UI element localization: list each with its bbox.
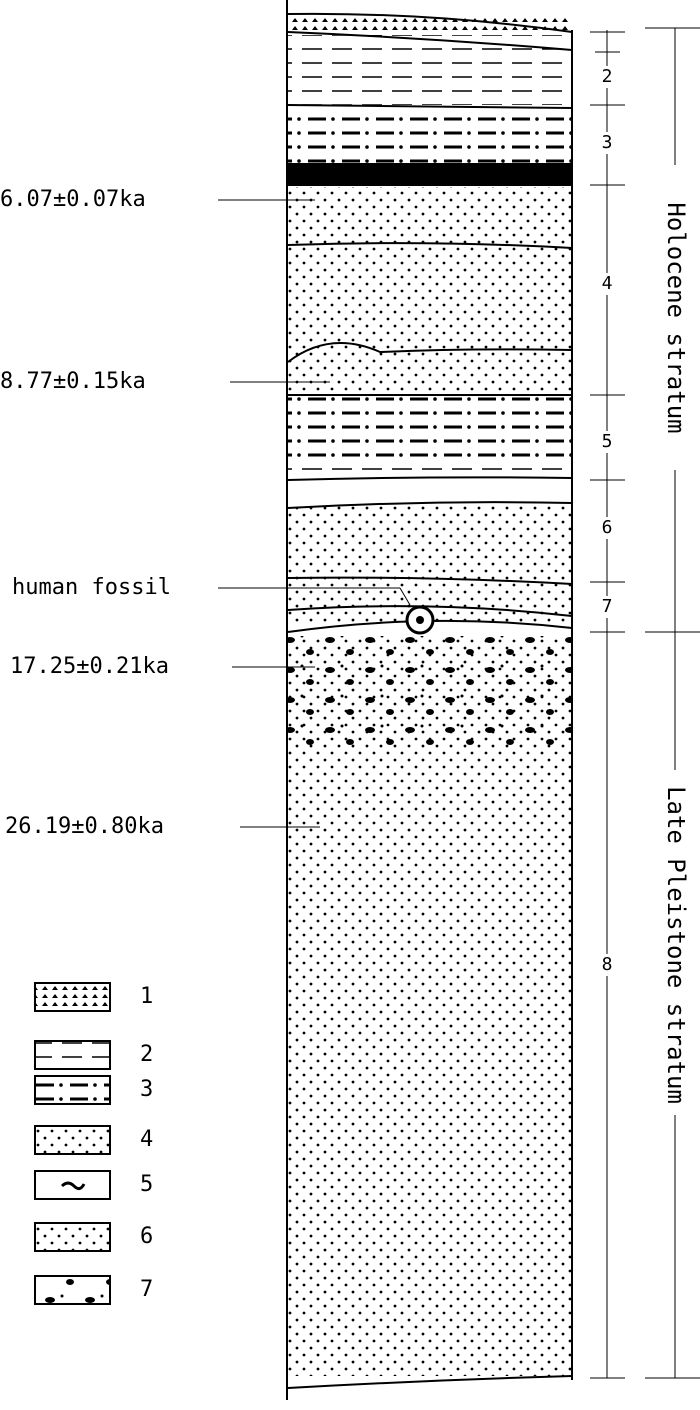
legend-number: 3	[140, 1077, 153, 1102]
layer-number: 4	[602, 273, 613, 294]
legend-number: 4	[140, 1127, 153, 1152]
legend-number: 7	[140, 1277, 153, 1302]
stratum-label: Late Pleistone stratum	[662, 786, 690, 1104]
layer-number: 8	[602, 954, 613, 975]
layer-number: 6	[602, 517, 613, 538]
fossil-label: human fossil	[12, 575, 171, 600]
legend-number: 6	[140, 1224, 153, 1249]
date-label: 26.19±0.80ka	[5, 814, 164, 839]
legend-number: 2	[140, 1042, 153, 1067]
stratum-label: Holocene stratum	[662, 202, 690, 433]
legend-number: 5	[140, 1172, 153, 1197]
layer-number: 5	[602, 431, 613, 452]
legend: 1 2 3 4 5 6 7	[34, 982, 153, 1305]
layer-number: 2	[602, 66, 613, 87]
strata-scale	[645, 27, 700, 1379]
date-leaders	[218, 199, 411, 828]
column	[286, 0, 573, 1400]
date-label: 17.25±0.21ka	[10, 654, 169, 679]
layer-number: 7	[602, 596, 613, 617]
layer-number: 3	[602, 132, 613, 153]
legend-number: 1	[140, 984, 153, 1009]
date-label: 8.77±0.15ka	[0, 369, 146, 394]
layer-scale	[590, 30, 625, 1379]
date-label: 6.07±0.07ka	[0, 187, 146, 212]
